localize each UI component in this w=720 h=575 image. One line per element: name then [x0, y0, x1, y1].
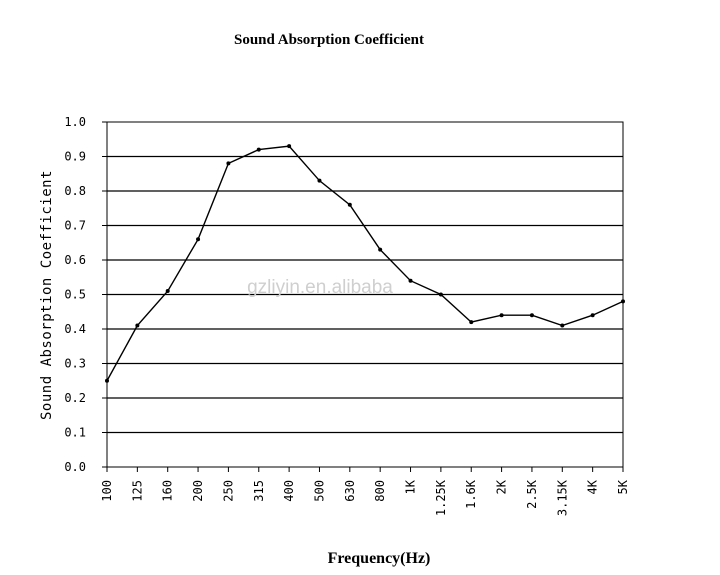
y-tick-label: 1.0 — [64, 115, 86, 129]
y-tick-label: 0.4 — [64, 322, 86, 336]
data-point — [226, 161, 231, 166]
data-point — [408, 278, 413, 283]
x-tick-label: 4K — [586, 479, 600, 494]
data-point — [135, 323, 140, 328]
series — [105, 144, 625, 383]
y-tick-label: 0.5 — [64, 288, 86, 302]
y-tick-label: 0.6 — [64, 253, 86, 267]
grid — [107, 155, 623, 434]
data-point — [196, 237, 201, 242]
data-point — [560, 323, 565, 328]
x-tick-label: 3.15K — [555, 479, 569, 516]
data-point — [287, 144, 292, 149]
data-point — [165, 289, 170, 294]
x-tick-label: 200 — [191, 480, 205, 502]
y-tick-label: 0.2 — [64, 391, 86, 405]
x-tick-label: 400 — [282, 480, 296, 502]
y-tick-label: 0.9 — [64, 150, 86, 164]
data-point — [469, 320, 474, 325]
data-point — [529, 313, 534, 318]
data-point — [378, 247, 383, 252]
data-point — [347, 202, 352, 207]
y-tick-label: 0.3 — [64, 357, 86, 371]
x-axis-label: Frequency(Hz) — [328, 550, 431, 567]
data-point — [317, 178, 322, 183]
x-tick-label: 500 — [312, 480, 326, 502]
x-tick-label: 1.25K — [434, 479, 448, 516]
series-line — [106, 145, 624, 382]
x-tick-label: 250 — [221, 480, 235, 502]
x-tick-label: 2.5K — [525, 479, 539, 509]
x-tick-label: 160 — [161, 480, 175, 502]
x-tick-label: 315 — [252, 480, 266, 502]
watermark: gzliyin.en.alibaba — [247, 277, 393, 298]
x-tick-label: 630 — [343, 480, 357, 502]
x-tick-label: 800 — [373, 480, 387, 502]
x-tick-label: 2K — [495, 479, 509, 494]
data-point — [438, 292, 443, 297]
y-tick-label: 0.0 — [64, 460, 86, 474]
y-axis-ticks: 0.0 0.1 0.2 0.3 0.4 0.5 0.6 0.7 0.8 0.9 1.0 — [64, 115, 107, 474]
chart-title: Sound Absorption Coefficient — [234, 32, 424, 48]
data-point — [256, 147, 261, 152]
y-tick-label: 0.7 — [64, 219, 86, 233]
x-tick-label: 1.6K — [464, 479, 478, 509]
x-tick-label: 100 — [100, 480, 114, 502]
data-point — [590, 313, 595, 318]
x-axis-ticks: 100 125 160 200 250 315 400 500 630 800 1K 1.25K 1.6… — [100, 467, 630, 516]
x-tick-label: 125 — [130, 480, 144, 502]
y-axis-label: Sound Absorption Coefficient — [39, 170, 55, 420]
y-tick-label: 0.1 — [64, 426, 86, 440]
data-point — [621, 299, 625, 304]
x-tick-label: 1K — [404, 479, 418, 494]
data-point — [105, 378, 109, 383]
x-tick-label: 5K — [616, 479, 630, 494]
y-tick-label: 0.8 — [64, 184, 86, 198]
data-point — [499, 313, 504, 318]
